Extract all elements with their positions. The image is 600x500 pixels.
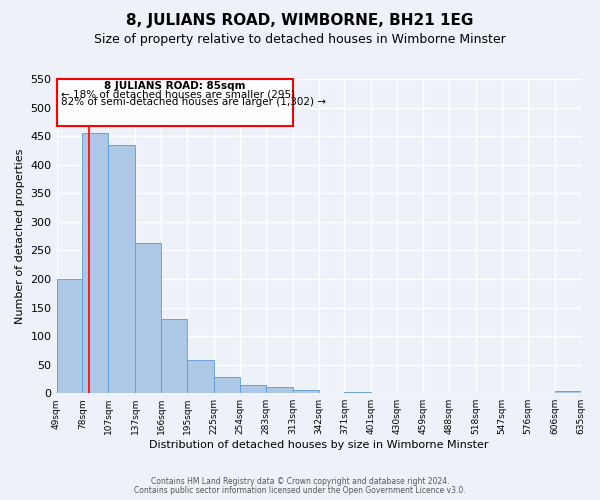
Text: Size of property relative to detached houses in Wimborne Minster: Size of property relative to detached ho… [94,32,506,46]
Bar [187,360,214,393]
Y-axis label: Number of detached properties: Number of detached properties [15,148,25,324]
Bar [214,376,240,393]
X-axis label: Distribution of detached houses by size in Wimborne Minster: Distribution of detached houses by size … [149,440,488,450]
Bar [109,144,135,393]
Bar [266,388,293,393]
Bar [82,134,109,393]
Bar [344,392,371,393]
Text: 8, JULIANS ROAD, WIMBORNE, BH21 1EG: 8, JULIANS ROAD, WIMBORNE, BH21 1EG [127,12,473,28]
FancyBboxPatch shape [56,79,293,126]
Text: Contains public sector information licensed under the Open Government Licence v3: Contains public sector information licen… [134,486,466,495]
Text: 82% of semi-detached houses are larger (1,302) →: 82% of semi-detached houses are larger (… [61,98,326,108]
Bar [56,279,82,393]
Text: 8 JULIANS ROAD: 85sqm: 8 JULIANS ROAD: 85sqm [104,82,245,92]
Bar [293,390,319,393]
Text: Contains HM Land Registry data © Crown copyright and database right 2024.: Contains HM Land Registry data © Crown c… [151,477,449,486]
Bar [161,319,187,393]
Text: ← 18% of detached houses are smaller (295): ← 18% of detached houses are smaller (29… [61,90,295,100]
Bar [554,392,581,393]
Bar [135,243,161,393]
Bar [240,385,266,393]
